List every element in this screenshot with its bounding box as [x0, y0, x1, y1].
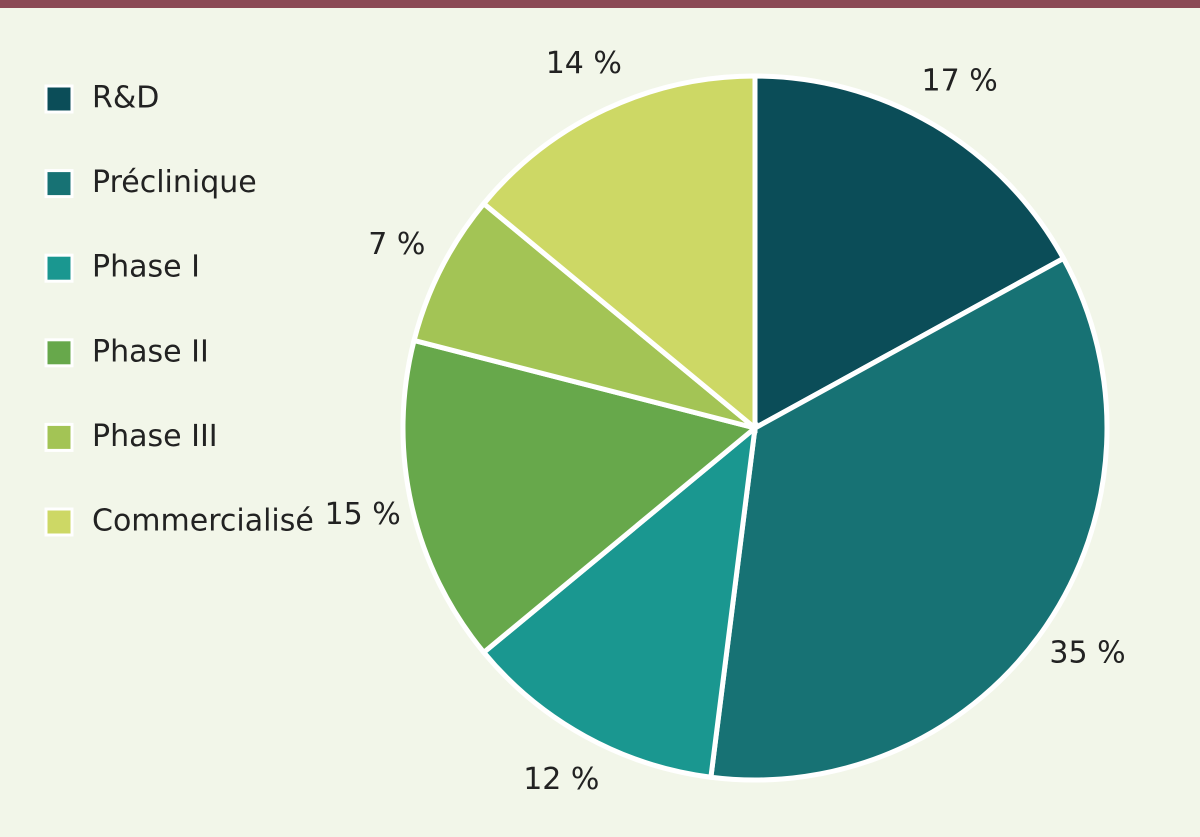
legend-label: Phase I — [92, 250, 200, 285]
legend-label: Commercialisé — [92, 504, 314, 539]
legend-swatch — [44, 84, 74, 114]
pie-slice — [708, 255, 1110, 783]
pie-slice — [480, 73, 758, 434]
legend-swatch — [44, 422, 74, 452]
data-label: 12 % — [523, 762, 599, 797]
top-bar — [0, 0, 1200, 8]
legend-swatch — [44, 169, 74, 199]
legend-swatch — [44, 253, 74, 283]
pie-slice — [752, 73, 1067, 433]
data-label: 7 % — [368, 227, 425, 262]
data-label: 17 % — [922, 63, 998, 98]
legend-label: Phase II — [92, 334, 209, 369]
legend-label: Phase III — [92, 419, 218, 454]
data-label: 14 % — [546, 46, 622, 81]
pie-slice — [400, 337, 761, 656]
data-label: 35 % — [1049, 635, 1125, 670]
legend-swatch — [44, 507, 74, 537]
data-label: 15 % — [325, 497, 401, 532]
legend-label: Préclinique — [92, 165, 257, 200]
legend-label: R&D — [92, 81, 159, 116]
pie-slice — [480, 422, 759, 781]
legend-swatch — [44, 338, 74, 368]
pie-slice — [411, 200, 757, 431]
